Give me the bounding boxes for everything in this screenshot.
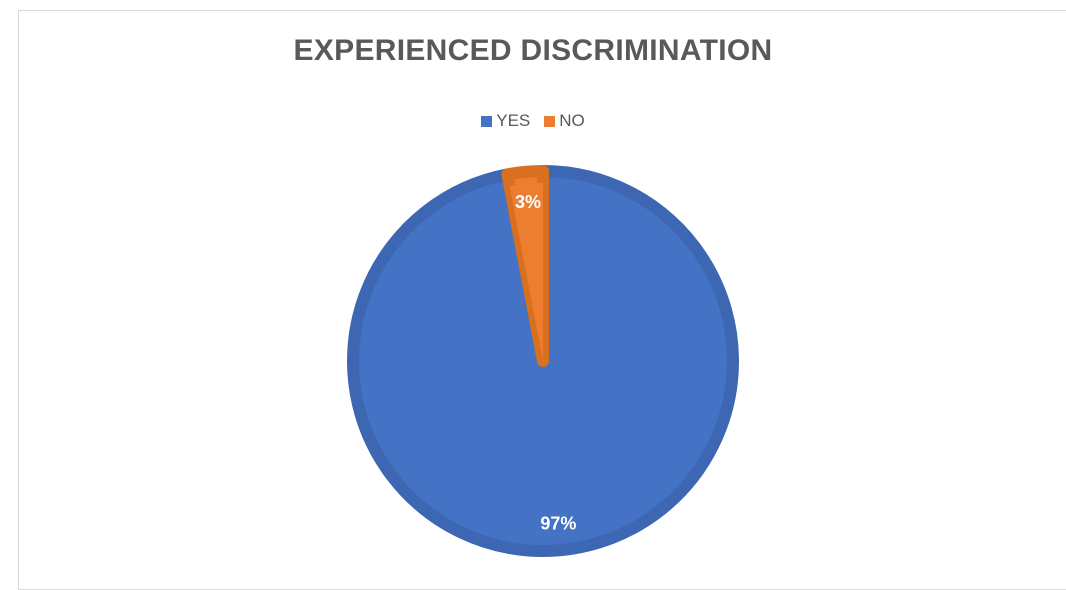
legend-swatch-no xyxy=(544,115,556,127)
chart-title: EXPERIENCED DISCRIMINATION xyxy=(293,34,773,67)
data-label-yes: 97% xyxy=(540,514,576,534)
legend-item-no: NO xyxy=(544,111,585,131)
legend-item-yes: YES xyxy=(481,111,530,131)
pie-slice-inner-no xyxy=(509,183,543,361)
chart-legend: YES NO xyxy=(0,111,1066,131)
legend-label-yes: YES xyxy=(496,111,531,130)
pie-chart: 97% 3% xyxy=(347,165,739,557)
legend-label-no: NO xyxy=(559,111,585,130)
data-label-no: 3% xyxy=(515,192,541,212)
legend-swatch-yes xyxy=(481,115,493,127)
